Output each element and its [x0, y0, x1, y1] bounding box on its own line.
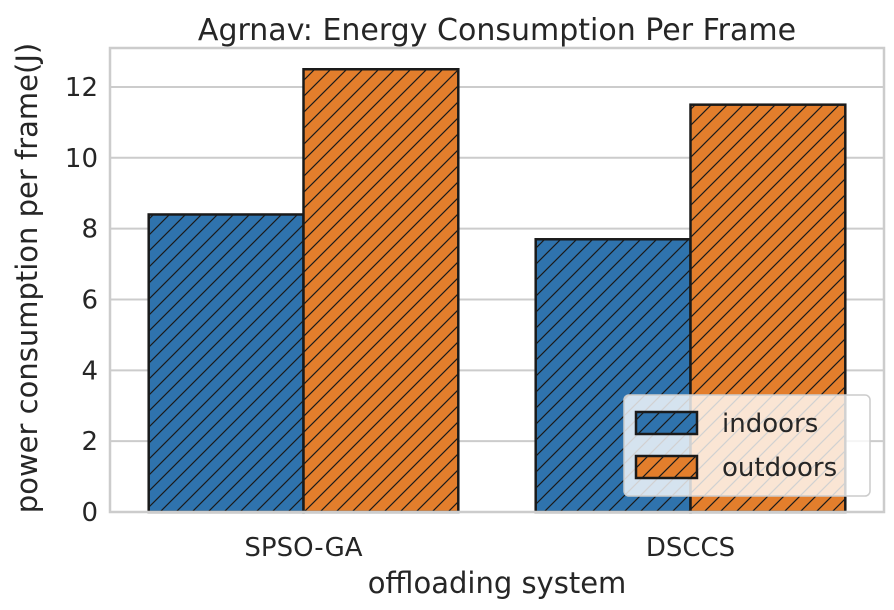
y-tick-label: 0 — [81, 498, 98, 528]
y-tick-label: 8 — [81, 215, 98, 245]
y-axis-label: power consumption per frame(J) — [10, 43, 44, 513]
y-tick-label: 12 — [65, 73, 98, 103]
legend-label-indoors: indoors — [722, 409, 818, 439]
y-axis-ticks: 0 2 4 6 8 10 12 — [65, 73, 98, 528]
y-tick-label: 6 — [81, 285, 98, 315]
x-tick-label: DSCCS — [646, 533, 735, 563]
legend-label-outdoors: outdoors — [722, 453, 837, 483]
legend: indoors outdoors — [623, 394, 871, 497]
x-axis-ticks: SPSO-GA DSCCS — [244, 533, 735, 563]
bar-hatch-outdoors — [302, 68, 460, 514]
plot-frame — [108, 46, 886, 514]
x-tick-label: SPSO-GA — [244, 533, 362, 563]
y-tick-label: 2 — [81, 427, 98, 457]
legend-swatch-hatch-indoors — [634, 410, 699, 436]
x-axis-label: offloading system — [368, 566, 627, 600]
legend-swatch-hatch-outdoors — [634, 454, 699, 480]
plot-border — [108, 46, 886, 514]
bar-hatch-indoors — [147, 213, 305, 514]
y-tick-label: 10 — [65, 144, 98, 174]
chart-title: Agrnav: Energy Consumption Per Frame — [198, 13, 796, 48]
y-tick-label: 4 — [81, 356, 98, 386]
